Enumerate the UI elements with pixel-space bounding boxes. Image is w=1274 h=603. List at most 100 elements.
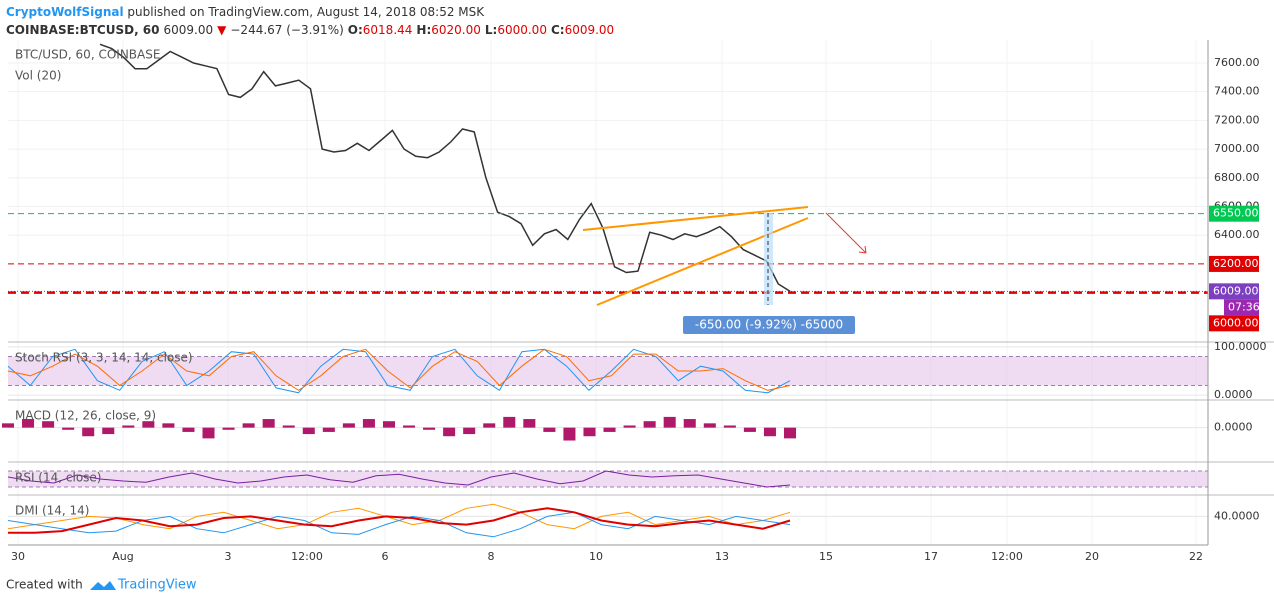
- arrow-head: [858, 245, 867, 254]
- footer-created: Created with: [6, 578, 83, 592]
- x-tick-label: 12:00: [991, 550, 1023, 563]
- y-tick-label: 0.0000: [1214, 388, 1253, 401]
- bar: [242, 423, 255, 428]
- x-tick-label: 13: [715, 550, 729, 563]
- ohlc-label: H:: [416, 23, 431, 37]
- y-tick-label: 7600.00: [1214, 56, 1260, 69]
- bar: [382, 421, 395, 428]
- price-tag: [1209, 283, 1259, 300]
- wedge-line: [582, 206, 809, 231]
- price-tag: [1209, 205, 1259, 222]
- series-line: [99, 43, 791, 292]
- x-tick-label: 17: [924, 550, 938, 563]
- last: 6009.00: [164, 23, 214, 37]
- x-tick-label: 20: [1085, 550, 1099, 563]
- y-tick-label: 7400.00: [1214, 85, 1260, 98]
- bar: [483, 423, 496, 428]
- price-tag-label: 6009.00: [1213, 284, 1259, 297]
- author[interactable]: CryptoWolfSignal: [6, 5, 124, 19]
- panel-title: DMI (14, 14): [15, 504, 89, 518]
- bar: [202, 427, 215, 439]
- bar: [162, 423, 175, 428]
- bar: [62, 427, 75, 430]
- y-tick-label: 0.0000: [1214, 421, 1253, 434]
- arrow-line: [825, 212, 867, 254]
- band-fill: [8, 356, 1208, 386]
- x-tick-label: 15: [819, 550, 833, 563]
- bar: [643, 421, 656, 428]
- bar: [102, 427, 115, 435]
- series-line: [7, 511, 791, 538]
- bar: [42, 421, 55, 428]
- symbol-line: COINBASE:BTCUSD, 60 6009.00 ▼ −244.67 (−3.9…: [6, 23, 614, 37]
- x-tick-label: 10: [589, 550, 603, 563]
- price-tag-label: 6200.00: [1213, 257, 1259, 270]
- bar: [543, 427, 556, 432]
- arrow: ▼: [217, 23, 227, 37]
- bar: [1, 423, 15, 428]
- x-tick-label: 12:00: [291, 550, 323, 563]
- series-line: [8, 507, 791, 534]
- y-tick-label: 7000.00: [1214, 142, 1260, 155]
- ohlc-label: O:: [348, 23, 363, 37]
- bar: [122, 425, 135, 428]
- bar: [763, 427, 776, 437]
- bar: [523, 419, 536, 428]
- price-tag: [1209, 255, 1259, 272]
- y-tick-label: 6800.00: [1214, 171, 1260, 184]
- x-tick-label: 8: [488, 550, 495, 563]
- bar: [463, 427, 476, 435]
- bar: [342, 423, 355, 428]
- series-line: [7, 348, 791, 394]
- panel-title: MACD (12, 26, close, 9): [15, 409, 156, 423]
- ohlc-value: 6018.44: [363, 23, 413, 37]
- x-tick-label: 30: [11, 550, 25, 563]
- bar: [663, 416, 676, 428]
- bar: [222, 427, 235, 430]
- published: published on TradingView.com, August 14,…: [124, 5, 486, 19]
- ohlc-value: 6000.00: [497, 23, 547, 37]
- bar: [22, 419, 35, 428]
- countdown-label: 07:36: [1228, 300, 1260, 313]
- footer-brand[interactable]: TradingView: [117, 578, 197, 593]
- x-tick-label: 22: [1189, 550, 1203, 563]
- bar: [703, 423, 716, 428]
- bar: [82, 427, 95, 437]
- bar: [503, 416, 516, 428]
- bar: [403, 425, 416, 428]
- ohlc-value: 6020.00: [431, 23, 481, 37]
- price-tag-label: 6000.00: [1213, 316, 1259, 329]
- plots: 6400.006600.006800.007000.007200.007400.…: [1, 40, 1274, 563]
- brand-logo: [90, 581, 116, 590]
- change: −244.67 (−3.91%): [230, 23, 343, 37]
- bar: [142, 421, 155, 428]
- bar: [563, 427, 576, 441]
- y-tick-label: 100.0000: [1214, 340, 1267, 353]
- y-tick-label: 40.0000: [1214, 509, 1260, 522]
- bar: [583, 427, 596, 437]
- price-tag: [1209, 315, 1259, 332]
- bar: [322, 427, 335, 432]
- panel-subtitle: Vol (20): [15, 69, 61, 83]
- price-tag-label: 6550.00: [1213, 207, 1259, 220]
- y-tick-label: 7200.00: [1214, 113, 1260, 126]
- symbol: COINBASE:BTCUSD, 60: [6, 23, 160, 37]
- bar: [683, 419, 696, 428]
- bar: [182, 427, 195, 432]
- measure-box: [683, 316, 855, 334]
- bar: [743, 427, 756, 432]
- ohlc-label: C:: [551, 23, 565, 37]
- ohlc-label: L:: [485, 23, 497, 37]
- bar: [423, 427, 436, 430]
- x-tick-label: Aug: [112, 550, 133, 563]
- y-tick-label: 6400.00: [1214, 228, 1260, 241]
- panel-title: BTC/USD, 60, COINBASE: [15, 48, 160, 62]
- bar: [262, 419, 275, 428]
- bar: [362, 419, 375, 428]
- countdown-tag: [1224, 299, 1259, 316]
- series-line: [7, 470, 791, 488]
- header-line: CryptoWolfSignal published on TradingVie…: [6, 5, 485, 19]
- panel-title: RSI (14, close): [15, 471, 101, 485]
